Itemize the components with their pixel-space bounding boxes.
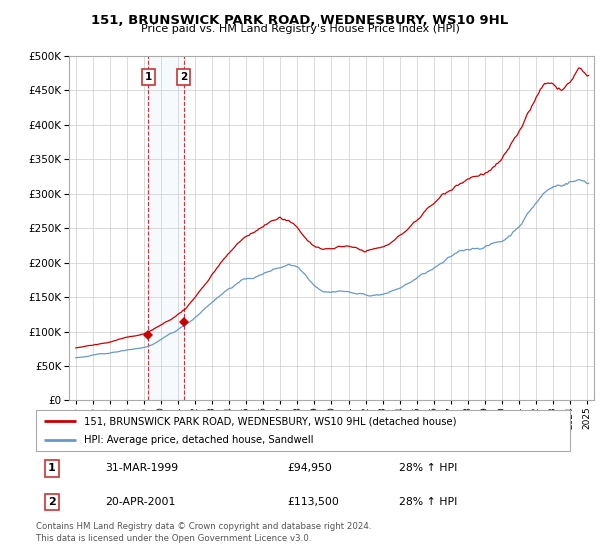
Text: 2: 2 bbox=[48, 497, 56, 507]
Text: HPI: Average price, detached house, Sandwell: HPI: Average price, detached house, Sand… bbox=[84, 435, 314, 445]
FancyBboxPatch shape bbox=[36, 410, 570, 451]
Bar bbox=[148, 56, 184, 400]
Text: 20-APR-2001: 20-APR-2001 bbox=[106, 497, 176, 507]
Text: 28% ↑ HPI: 28% ↑ HPI bbox=[399, 497, 457, 507]
Text: 1: 1 bbox=[145, 72, 152, 82]
Text: £94,950: £94,950 bbox=[287, 464, 332, 473]
Text: 28% ↑ HPI: 28% ↑ HPI bbox=[399, 464, 457, 473]
Text: Contains HM Land Registry data © Crown copyright and database right 2024.
This d: Contains HM Land Registry data © Crown c… bbox=[36, 522, 371, 543]
Text: £113,500: £113,500 bbox=[287, 497, 339, 507]
Text: 31-MAR-1999: 31-MAR-1999 bbox=[106, 464, 179, 473]
Text: 151, BRUNSWICK PARK ROAD, WEDNESBURY, WS10 9HL (detached house): 151, BRUNSWICK PARK ROAD, WEDNESBURY, WS… bbox=[84, 417, 457, 426]
Text: 1: 1 bbox=[48, 464, 56, 473]
Text: Price paid vs. HM Land Registry's House Price Index (HPI): Price paid vs. HM Land Registry's House … bbox=[140, 24, 460, 34]
Text: 151, BRUNSWICK PARK ROAD, WEDNESBURY, WS10 9HL: 151, BRUNSWICK PARK ROAD, WEDNESBURY, WS… bbox=[91, 14, 509, 27]
Text: 2: 2 bbox=[180, 72, 187, 82]
